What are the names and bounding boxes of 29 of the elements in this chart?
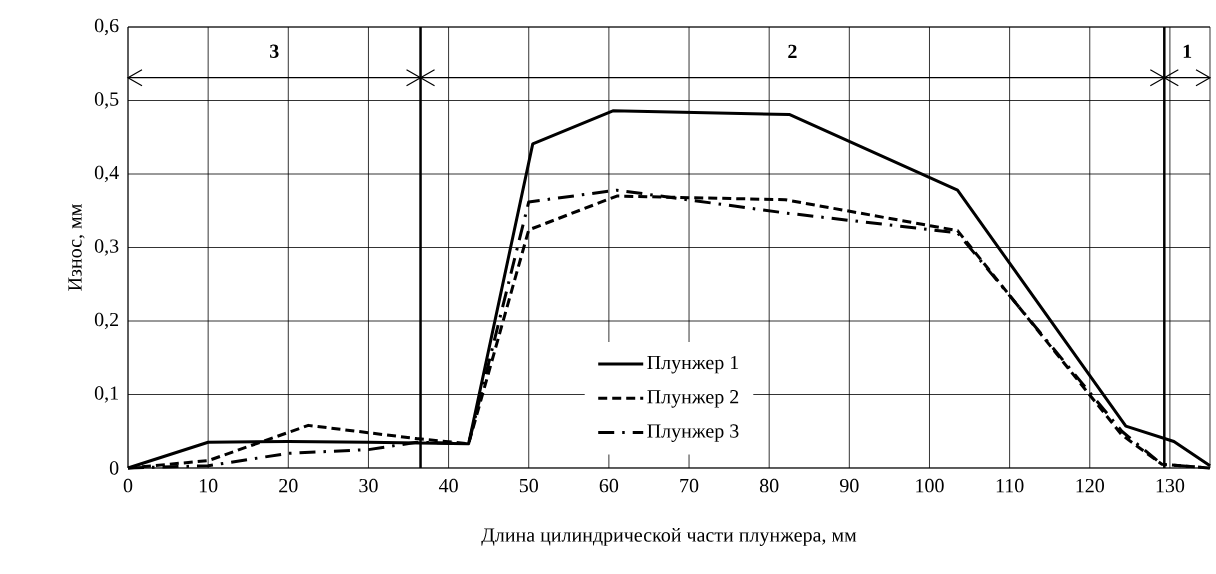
x-tick-label: 20 bbox=[279, 478, 298, 493]
x-tick-label: 50 bbox=[519, 478, 538, 493]
x-tick-label: 110 bbox=[996, 478, 1024, 493]
legend-label: Плунжер 2 bbox=[647, 390, 739, 408]
x-tick-label: 70 bbox=[680, 478, 699, 493]
y-tick-label: 0,3 bbox=[94, 239, 119, 256]
annotation: 1 bbox=[1183, 44, 1192, 58]
x-tick-label: 10 bbox=[199, 478, 218, 493]
y-tick-label: 0,6 bbox=[94, 18, 119, 36]
y-axis-title: Износ, мм bbox=[68, 204, 85, 291]
y-tick-label: 0,1 bbox=[94, 386, 118, 403]
x-tick-label: 60 bbox=[599, 478, 619, 493]
x-tick-label: 40 bbox=[438, 478, 458, 493]
x-axis-title: Длина цилиндрической части плунжера, мм bbox=[481, 527, 857, 546]
legend-label: Плунжер 1 bbox=[647, 355, 739, 374]
x-tick-label: 30 bbox=[359, 478, 378, 493]
y-tick-label: 0,2 bbox=[94, 312, 119, 330]
x-tick-label: 90 bbox=[839, 478, 859, 493]
annotation: 3 bbox=[270, 44, 279, 58]
annotation: 2 bbox=[788, 44, 797, 58]
y-tick-label: 0 bbox=[109, 461, 119, 475]
y-tick-label: 0,5 bbox=[94, 92, 119, 109]
x-tick-label: 80 bbox=[759, 478, 779, 493]
legend-label: Плунжер 3 bbox=[647, 424, 739, 442]
x-tick-label: 130 bbox=[1156, 478, 1185, 493]
x-tick-label: 120 bbox=[1076, 478, 1105, 493]
x-tick-label: 0 bbox=[123, 478, 133, 493]
x-tick-label: 100 bbox=[916, 478, 944, 493]
y-tick-label: 0,4 bbox=[94, 165, 119, 183]
